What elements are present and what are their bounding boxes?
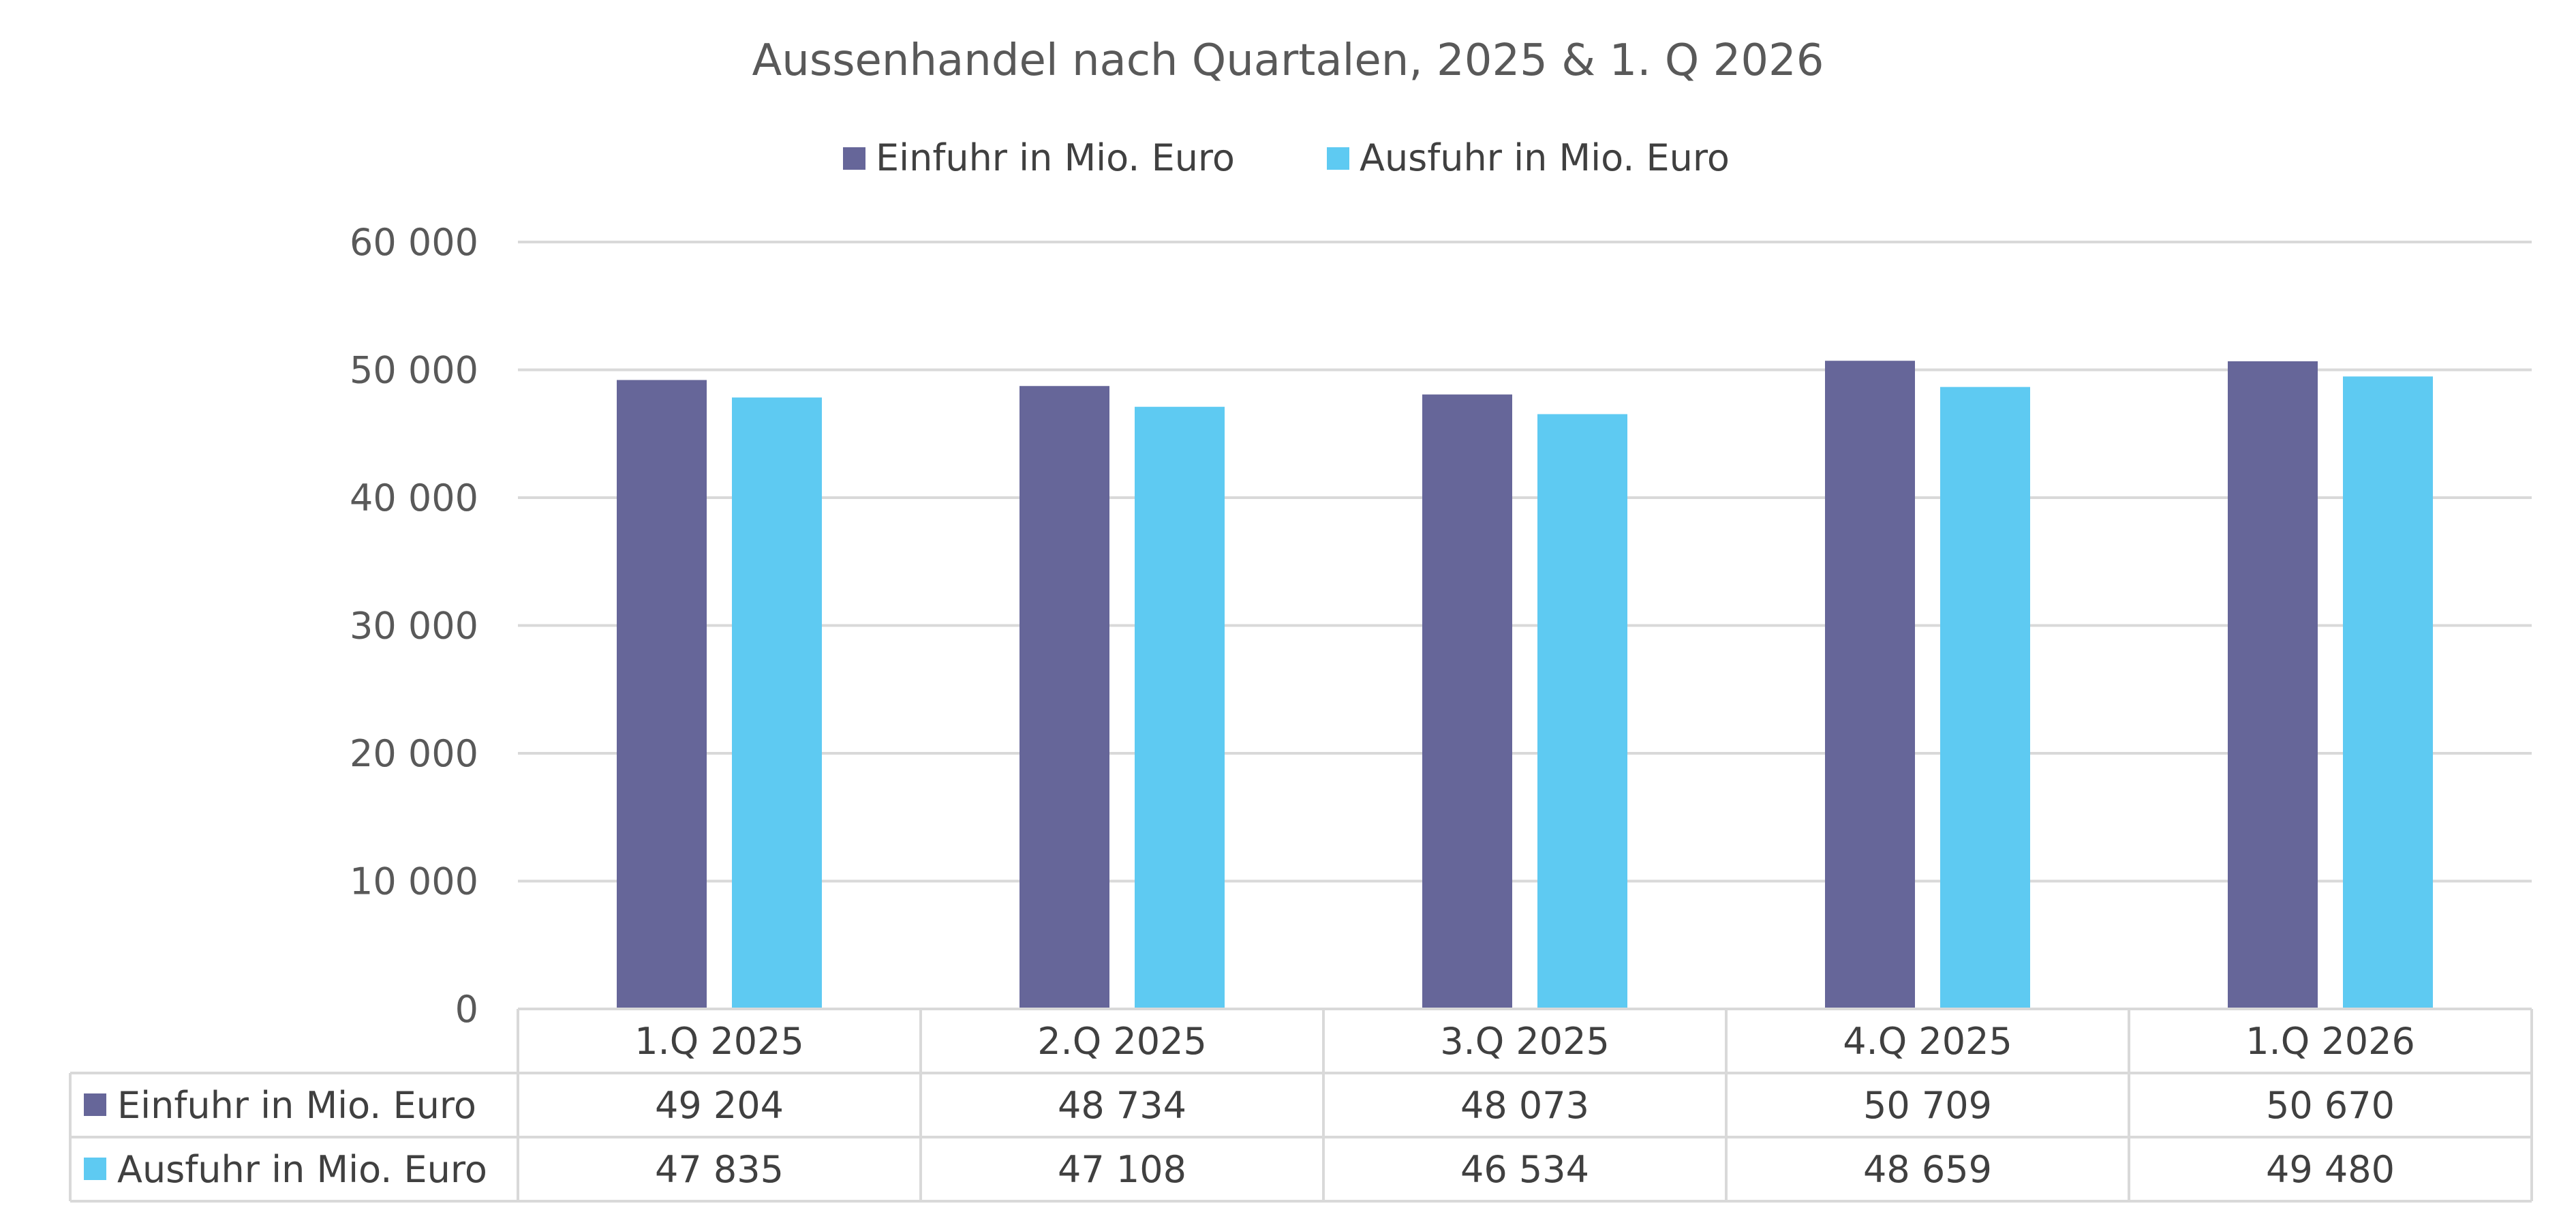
bar-series1-1 — [617, 380, 707, 1009]
legend-label-1: Einfuhr in Mio. Euro — [876, 136, 1235, 179]
bars — [617, 361, 2433, 1009]
x-tick-label: 1.Q 2025 — [634, 1020, 804, 1063]
bar-series2-4 — [1940, 387, 2030, 1009]
legend-swatch-1 — [843, 147, 865, 170]
x-tick-label: 1.Q 2026 — [2245, 1020, 2415, 1063]
bar-series2-2 — [1135, 406, 1225, 1009]
y-axis: 0 10 000 20 000 30 000 40 000 50 000 60 000 — [350, 221, 478, 1031]
data-label: 49 480 — [2266, 1148, 2395, 1191]
legend-label-2: Ausfuhr in Mio. Euro — [1360, 136, 1730, 179]
y-tick-label: 20 000 — [350, 732, 478, 775]
bar-series2-1 — [732, 397, 822, 1009]
data-label: 47 835 — [655, 1148, 784, 1191]
data-label: 49 204 — [655, 1084, 784, 1127]
bar-series2-3 — [1537, 414, 1627, 1009]
bar-series1-3 — [1422, 394, 1512, 1009]
data-table: 1.Q 2025 2.Q 2025 3.Q 2025 4.Q 2025 1.Q 2026… — [69, 1008, 2533, 1203]
data-label: 46 534 — [1460, 1148, 1589, 1191]
gridlines — [518, 241, 2532, 883]
data-label: 50 709 — [1863, 1084, 1992, 1127]
bar-series1-2 — [1019, 386, 1109, 1009]
y-tick-label: 40 000 — [350, 477, 478, 519]
chart-title: Aussenhandel nach Quartalen, 2025 & 1. Q… — [752, 35, 1824, 86]
y-tick-label: 60 000 — [350, 221, 478, 264]
x-tick-label: 3.Q 2025 — [1440, 1020, 1610, 1063]
data-label: 48 734 — [1058, 1084, 1186, 1127]
table-row-label-1: Einfuhr in Mio. Euro — [117, 1084, 476, 1127]
table-row-swatch-1 — [84, 1093, 106, 1116]
legend-swatch-2 — [1327, 147, 1349, 170]
table-row-swatch-2 — [84, 1158, 106, 1180]
legend: Einfuhr in Mio. Euro Ausfuhr in Mio. Euro — [843, 136, 1730, 179]
y-tick-label: 30 000 — [350, 605, 478, 648]
x-tick-label: 4.Q 2025 — [1843, 1020, 2012, 1063]
bar-series1-4 — [1825, 361, 1915, 1009]
x-tick-label: 2.Q 2025 — [1037, 1020, 1207, 1063]
data-label: 48 073 — [1460, 1084, 1589, 1127]
y-tick-label: 10 000 — [350, 860, 478, 903]
table-row-label-2: Ausfuhr in Mio. Euro — [117, 1148, 487, 1191]
bar-series2-5 — [2343, 376, 2433, 1009]
data-label: 50 670 — [2266, 1084, 2395, 1127]
y-tick-label: 50 000 — [350, 349, 478, 392]
data-label: 48 659 — [1863, 1148, 1992, 1191]
bar-series1-5 — [2228, 361, 2318, 1009]
y-tick-label: 0 — [455, 988, 478, 1031]
data-label: 47 108 — [1058, 1148, 1186, 1191]
